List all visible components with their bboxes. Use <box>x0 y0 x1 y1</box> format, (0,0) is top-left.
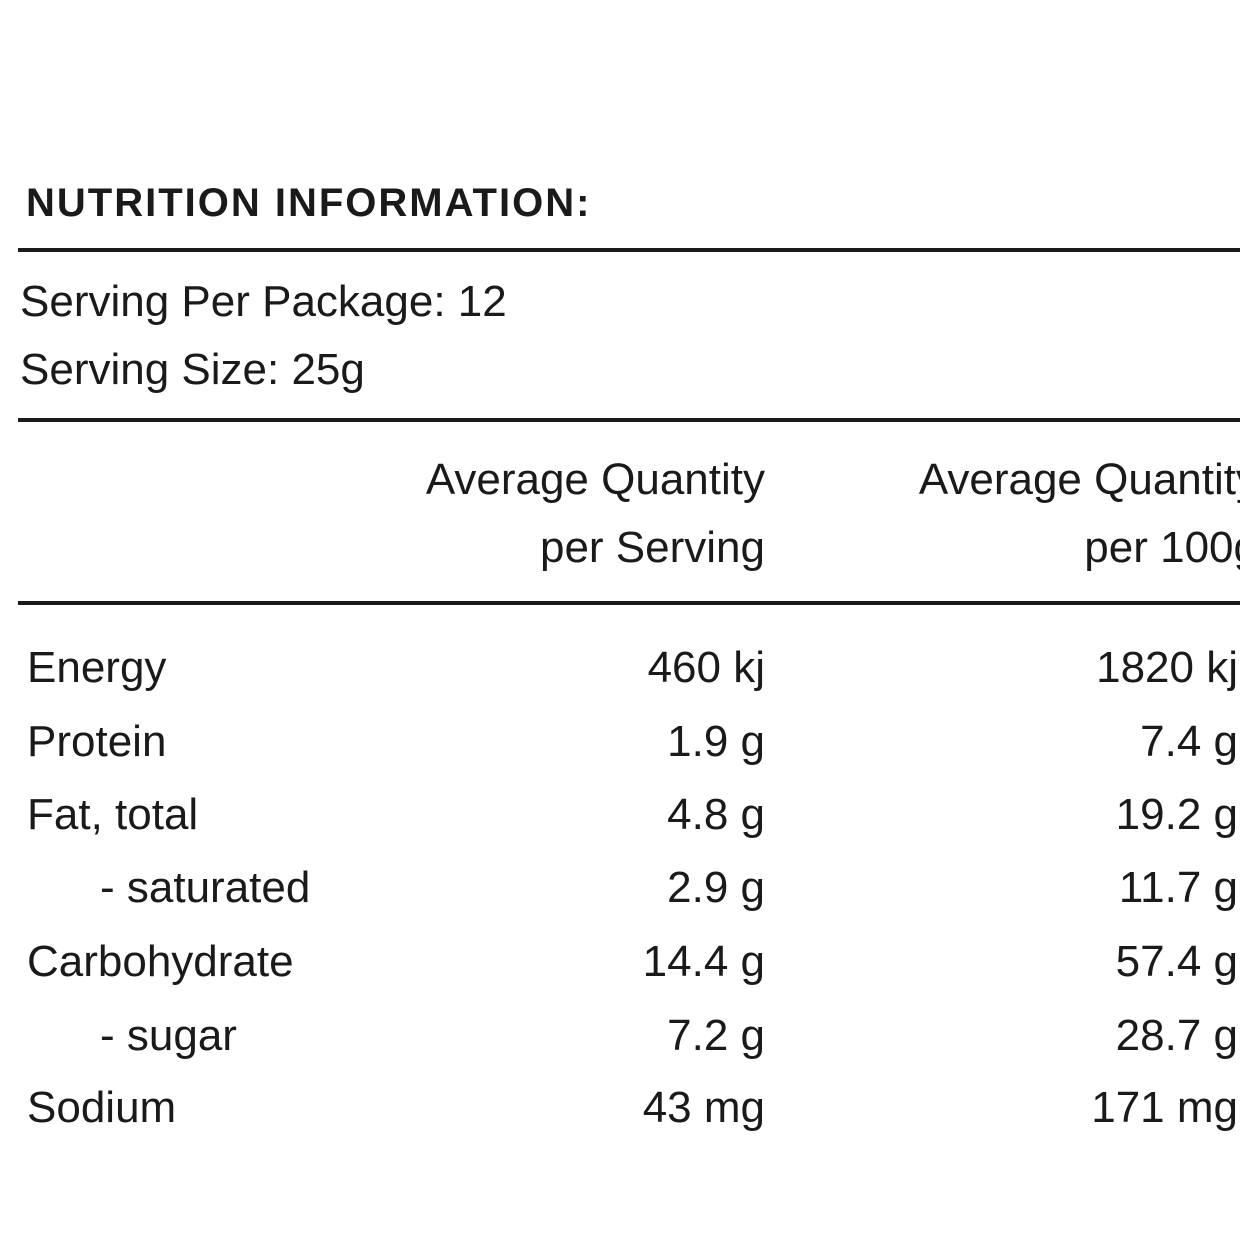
column-header: Average Quantity <box>425 455 765 504</box>
per-serving: 14.4 g <box>642 937 765 986</box>
nutrient: Fat, total <box>27 790 199 839</box>
per-100g: 1820 kj <box>1096 643 1238 692</box>
per-serving: 4.8 g <box>667 790 765 839</box>
rule <box>18 248 1240 252</box>
per-100g: 11.7 g <box>1118 863 1238 912</box>
title: NUTRITION INFORMATION: <box>26 181 592 225</box>
column-header: per Serving <box>539 523 765 572</box>
per-serving: 460 kj <box>647 643 765 692</box>
per-100g: 19.2 g <box>1115 790 1238 839</box>
servings-per-package: Serving Per Package: 12 <box>20 277 507 326</box>
serving-size: Serving Size: 25g <box>20 345 365 394</box>
per-100g: 28.7 g <box>1115 1011 1238 1060</box>
nutrient: Carbohydrate <box>27 937 294 986</box>
rule <box>18 601 1240 605</box>
nutrient: - saturated <box>100 863 311 912</box>
per-serving: 1.9 g <box>667 717 765 766</box>
column-header: per 100g <box>1084 523 1240 572</box>
column-header: Average Quantity <box>918 455 1240 504</box>
per-100g: 171 mg <box>1091 1083 1238 1132</box>
nutrient: - sugar <box>100 1011 237 1060</box>
per-serving: 43 mg <box>642 1083 765 1132</box>
per-serving: 2.9 g <box>667 863 765 912</box>
nutrient: Protein <box>27 717 167 766</box>
per-100g: 57.4 g <box>1115 937 1238 986</box>
nutrient: Energy <box>27 643 167 692</box>
per-serving: 7.2 g <box>667 1011 765 1060</box>
rule <box>18 418 1240 422</box>
nutrient: Sodium <box>27 1083 177 1132</box>
per-100g: 7.4 g <box>1140 717 1238 766</box>
